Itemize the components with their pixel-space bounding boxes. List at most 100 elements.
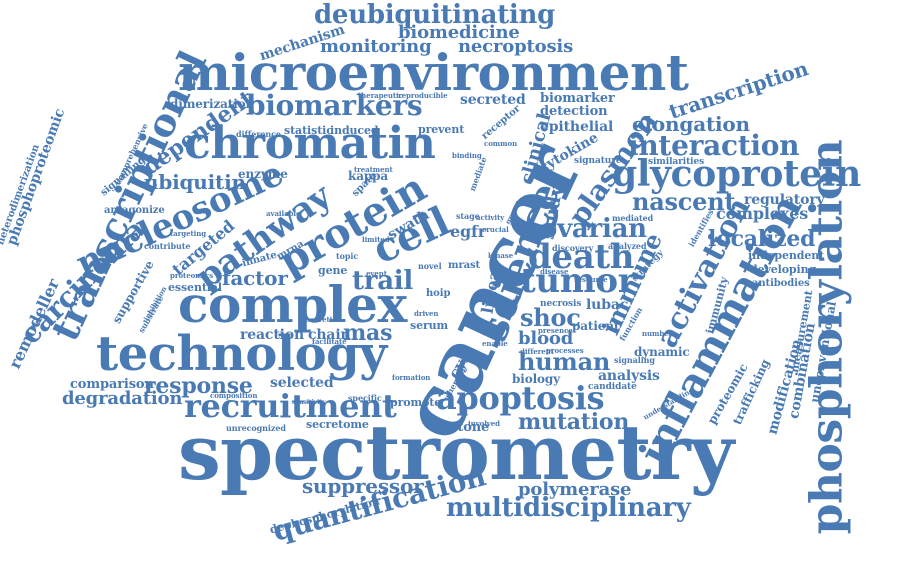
word-death: death [528,237,635,277]
word-induced: induced [330,124,379,137]
word-egfr: egfr [450,222,487,241]
word-candidate: candidate [588,382,637,392]
word-involved: involved [468,419,500,428]
word-epithelial: epithelial [540,119,614,135]
word-signature: signature [574,156,622,166]
word-shoc: shoc [520,303,581,332]
word-targeting: targeting [170,229,207,238]
word-enzyme: enzyme [238,167,288,181]
word-processes: processes [546,346,584,355]
word-difference: difference [236,129,281,139]
word-suppressor: suppressor [302,474,424,498]
word-mediated: mediated [612,213,654,223]
word-driven: driven [414,309,439,318]
word-hoip: hoip [426,288,451,299]
word-chromatin: chromatin [184,118,436,169]
word-response: response [144,373,253,399]
word-elongation: elongation [632,112,750,136]
word-promote: promote [390,396,442,409]
word-secretion: secretion [306,315,342,324]
word-novel: novel [418,261,442,271]
word-glycoprotein: glycoprotein [612,153,861,195]
word-statistic: statistic [284,124,333,137]
word-activity: activity [476,213,505,222]
word-spectrometry: spectrometry [178,408,734,497]
word-dimerization: dimerization [170,97,255,111]
word-polymerase: polymerase [518,479,632,500]
word-patient: patient [572,319,620,333]
word-tumor: tumor [520,261,636,301]
word-signaling: signaling [614,355,655,365]
word-presence: presence [538,326,573,335]
word-composition: composition [210,391,258,400]
word-ubiquitin: ubiquitin [144,170,246,194]
word-binding: binding [452,151,482,160]
word-factor: factor [222,266,288,290]
word-biomarker: biomarker [540,91,615,106]
word-different: different [520,347,554,356]
word-selected: selected [270,375,334,391]
word-complex: complex [178,275,407,334]
word-blood: blood [518,328,574,349]
word-therapeutic: therapeutic [358,91,403,100]
word-treatment: treatment [354,165,393,174]
word-disease: disease [540,267,569,276]
word-enable: enable [482,339,508,348]
word-similarities: similarities [648,157,705,167]
word-chain: chain [308,327,351,343]
word-common: common [484,139,518,148]
word-contribute: contribute [144,241,191,251]
word-ovarian: ovarian [540,214,647,244]
word-formation: formation [392,373,431,382]
word-regulatory: regulatory [744,192,825,208]
word-antibodies: antibodies [752,278,810,289]
word-lubac: lubac [586,297,629,313]
word-kinase: kinase [488,251,514,260]
word-mas: mas [343,320,393,346]
word-localized: localized [708,226,816,252]
word-resource: resource [574,275,608,284]
word-necrosis: necrosis [540,299,582,309]
word-trail: trail [352,266,414,296]
word-detection: detection [540,104,608,119]
word-unrecognized: unrecognized [226,423,286,433]
word-degradation: degradation [62,388,183,409]
word-limited: limited [362,235,390,244]
word-kappa: kappa [348,169,389,183]
word-essential: essential [168,281,222,294]
word-reproducible: reproducible [398,91,448,100]
word-stage: stage [456,211,480,221]
word-event: event [366,269,387,278]
word-complexes: complexes [716,204,809,223]
word-mutation: mutation [518,409,630,435]
word-gene: gene [318,264,348,277]
word-independent: independent [748,249,825,262]
word-technology: technology [96,326,387,382]
word-discovery: discovery [552,243,594,253]
word-serum: serum [410,319,449,332]
word-microenvironment: microenvironment [178,43,689,102]
word-nascent: nascent [632,187,736,216]
word-monitoring: monitoring [320,36,432,57]
word-dynamic: dynamic [634,345,690,359]
word-apoptosis: apoptosis [436,379,605,417]
word-number: number [642,329,673,338]
word-antagonize: antagonize [104,205,165,216]
word-interaction: interaction [628,129,800,162]
word-comparison: comparison [70,377,154,392]
word-biology: biology [512,372,561,386]
word-facilitate: facilitate [312,337,347,346]
word-necroptosis: necroptosis [458,36,574,57]
word-prevent: prevent [418,123,465,136]
word-analyzed: analyzed [608,241,647,251]
word-proteomics: proteomics [170,271,214,280]
word-developing: developing [750,263,817,276]
word-sensitivity: sensitivity [292,399,326,406]
word-available: available [266,209,301,218]
word-secretome: secretome [306,418,369,431]
word-reaction: reaction [240,327,305,343]
word-specific: specific [348,393,382,403]
word-recruitment: recruitment [184,387,397,425]
word-biomarkers: biomarkers [246,89,423,122]
